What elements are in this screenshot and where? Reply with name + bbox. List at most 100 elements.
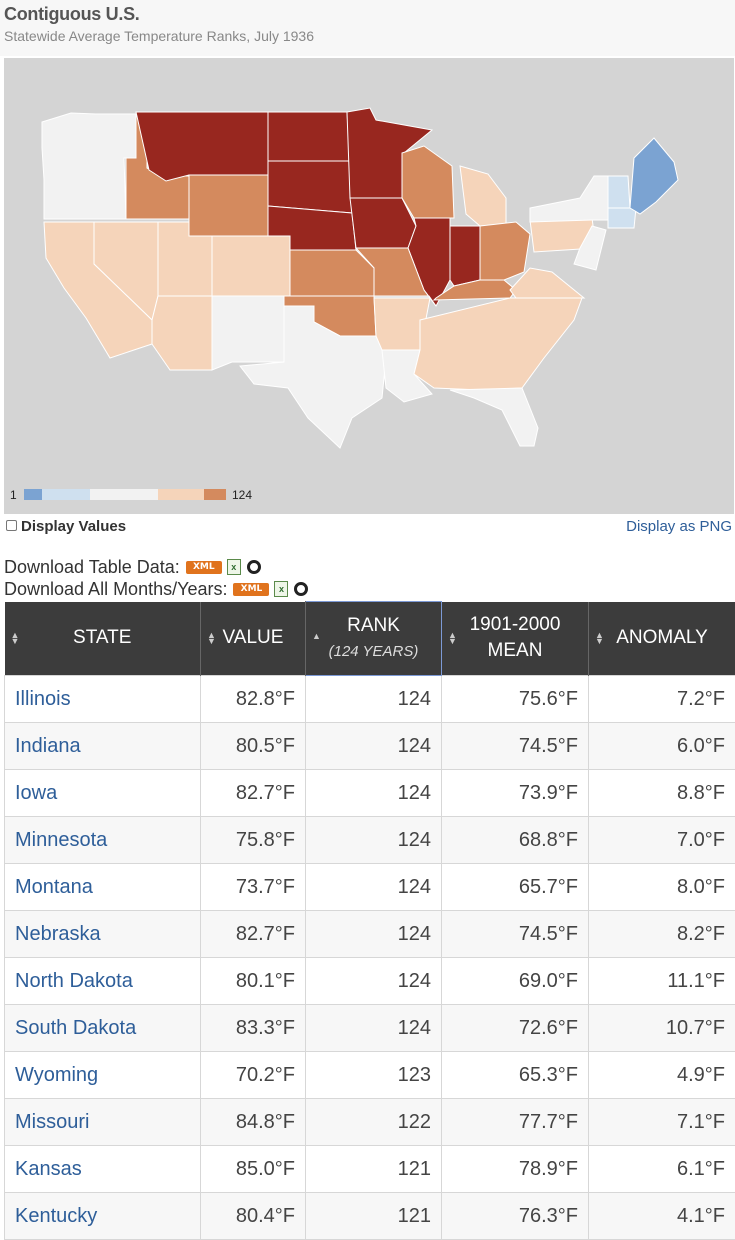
- state-link[interactable]: Indiana: [5, 723, 201, 770]
- map-state-southern-new-england[interactable]: [608, 208, 636, 228]
- mean-cell: 77.7°F: [442, 1099, 589, 1146]
- rank-cell: 122: [306, 1099, 442, 1146]
- us-map-svg[interactable]: [4, 58, 734, 514]
- rank-cell: 121: [306, 1146, 442, 1193]
- us-rank-map[interactable]: 1 124: [4, 58, 734, 514]
- sort-icon: ▲▼: [207, 632, 215, 644]
- rank-cell: 124: [306, 1005, 442, 1052]
- legend-swatch-much-above: [204, 489, 226, 500]
- value-cell: 80.1°F: [201, 958, 306, 1005]
- anomaly-cell: 6.0°F: [589, 723, 735, 770]
- mean-cell: 76.3°F: [442, 1193, 589, 1240]
- json-download-all-icon[interactable]: [294, 582, 308, 596]
- download-all-label: Download All Months/Years:: [4, 579, 227, 600]
- state-link[interactable]: Minnesota: [5, 817, 201, 864]
- legend-min-label: 1: [10, 488, 17, 502]
- state-link[interactable]: Montana: [5, 864, 201, 911]
- map-state-south-dakota[interactable]: [268, 161, 352, 213]
- value-cell: 82.8°F: [201, 676, 306, 723]
- mean-cell: 78.9°F: [442, 1146, 589, 1193]
- map-state-ohio[interactable]: [480, 222, 530, 280]
- value-cell: 84.8°F: [201, 1099, 306, 1146]
- legend-swatch-above: [158, 489, 204, 500]
- map-state-kansas[interactable]: [284, 250, 374, 296]
- column-header-mean[interactable]: ▲▼ 1901-2000 MEAN: [442, 602, 589, 676]
- state-link[interactable]: Kansas: [5, 1146, 201, 1193]
- state-link[interactable]: North Dakota: [5, 958, 201, 1005]
- state-link[interactable]: Wyoming: [5, 1052, 201, 1099]
- map-state-florida[interactable]: [450, 388, 538, 446]
- anomaly-cell: 4.9°F: [589, 1052, 735, 1099]
- legend-color-bar: [24, 489, 226, 500]
- map-state-maine[interactable]: [630, 138, 678, 214]
- state-link[interactable]: Nebraska: [5, 911, 201, 958]
- anomaly-cell: 10.7°F: [589, 1005, 735, 1052]
- column-header-state[interactable]: ▲▼ STATE: [5, 602, 201, 676]
- map-state-new-mexico[interactable]: [212, 296, 284, 370]
- map-controls: Display Values Display as PNG: [4, 517, 734, 537]
- legend-swatch-much-below: [24, 489, 42, 500]
- map-state-wyoming[interactable]: [189, 175, 268, 236]
- map-state-montana[interactable]: [136, 112, 268, 181]
- download-all-row: Download All Months/Years: XML x: [4, 578, 308, 600]
- mean-cell: 65.7°F: [442, 864, 589, 911]
- state-link[interactable]: Illinois: [5, 676, 201, 723]
- map-state-arizona[interactable]: [152, 296, 212, 370]
- mean-cell: 72.6°F: [442, 1005, 589, 1052]
- map-state-new-york[interactable]: [530, 176, 608, 222]
- anomaly-cell: 7.1°F: [589, 1099, 735, 1146]
- state-link[interactable]: Missouri: [5, 1099, 201, 1146]
- table-header-row: ▲▼ STATE ▲▼ VALUE ▲ RANK (124 YEARS) ▲▼ …: [5, 602, 735, 676]
- column-header-rank[interactable]: ▲ RANK (124 YEARS): [306, 602, 442, 676]
- rank-cell: 124: [306, 676, 442, 723]
- rank-cell: 124: [306, 958, 442, 1005]
- value-cell: 82.7°F: [201, 911, 306, 958]
- column-header-value[interactable]: ▲▼ VALUE: [201, 602, 306, 676]
- state-link[interactable]: Kentucky: [5, 1193, 201, 1240]
- value-cell: 82.7°F: [201, 770, 306, 817]
- json-download-icon[interactable]: [247, 560, 261, 574]
- display-values-checkbox[interactable]: [6, 520, 17, 531]
- anomaly-cell: 8.0°F: [589, 864, 735, 911]
- legend-swatch-near: [90, 489, 158, 500]
- map-state-southeast[interactable]: [414, 298, 582, 390]
- map-state-indiana[interactable]: [450, 226, 480, 286]
- xml-download-all-icon[interactable]: XML: [233, 583, 269, 596]
- anomaly-cell: 11.1°F: [589, 958, 735, 1005]
- state-link[interactable]: South Dakota: [5, 1005, 201, 1052]
- value-cell: 80.4°F: [201, 1193, 306, 1240]
- sort-icon: ▲▼: [595, 632, 603, 644]
- xml-download-icon[interactable]: XML: [186, 561, 222, 574]
- map-state-vermont-nh[interactable]: [608, 176, 630, 208]
- sort-ascending-icon: ▲: [312, 633, 320, 639]
- column-header-anomaly[interactable]: ▲▼ ANOMALY: [589, 602, 735, 676]
- map-state-washington[interactable]: [42, 113, 136, 219]
- map-state-north-dakota[interactable]: [268, 112, 350, 161]
- legend-max-label: 124: [232, 488, 252, 502]
- download-table-label: Download Table Data:: [4, 557, 180, 578]
- value-cell: 70.2°F: [201, 1052, 306, 1099]
- value-cell: 85.0°F: [201, 1146, 306, 1193]
- map-state-colorado[interactable]: [212, 236, 290, 296]
- anomaly-cell: 8.8°F: [589, 770, 735, 817]
- mean-cell: 68.8°F: [442, 817, 589, 864]
- map-state-michigan[interactable]: [460, 166, 506, 226]
- map-state-wisconsin[interactable]: [402, 146, 454, 218]
- page-title: Contiguous U.S.: [4, 4, 139, 25]
- display-values-label[interactable]: Display Values: [21, 518, 126, 535]
- excel-download-icon[interactable]: x: [227, 559, 241, 575]
- state-link[interactable]: Iowa: [5, 770, 201, 817]
- rank-cell: 124: [306, 911, 442, 958]
- display-as-png-link[interactable]: Display as PNG: [626, 518, 732, 535]
- mean-cell: 74.5°F: [442, 723, 589, 770]
- excel-download-all-icon[interactable]: x: [274, 581, 288, 597]
